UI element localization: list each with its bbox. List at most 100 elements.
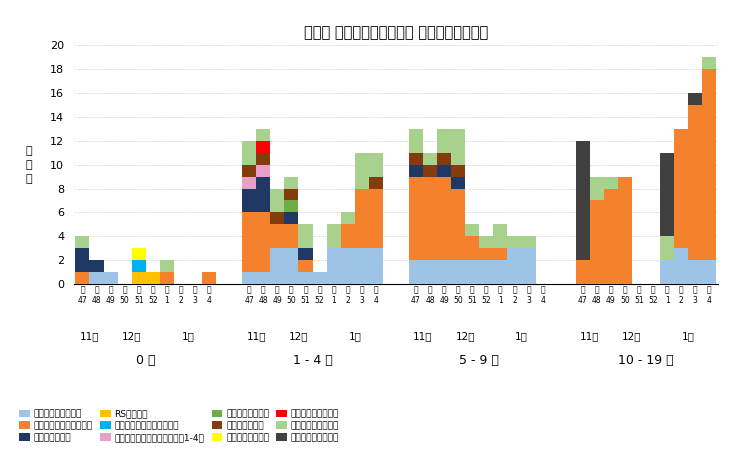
Bar — [284, 189, 298, 200]
Bar — [508, 236, 522, 248]
Bar — [688, 260, 702, 284]
Bar — [242, 165, 256, 176]
Bar — [465, 260, 480, 284]
Bar — [354, 152, 369, 189]
Bar — [340, 212, 354, 224]
Bar — [132, 248, 146, 260]
Bar — [660, 260, 674, 284]
Title: 年齢別 病原体検出数の推移 （不検出を除く）: 年齢別 病原体検出数の推移 （不検出を除く） — [304, 25, 488, 40]
Text: 11月: 11月 — [246, 331, 266, 341]
Bar — [369, 248, 383, 284]
Bar — [674, 129, 688, 248]
Bar — [451, 189, 465, 260]
Bar — [242, 141, 256, 165]
Bar — [104, 272, 118, 284]
Bar — [90, 260, 104, 272]
Bar — [75, 248, 90, 272]
Bar — [604, 189, 618, 284]
Bar — [437, 165, 451, 176]
Text: 11月: 11月 — [413, 331, 433, 341]
Bar — [132, 272, 146, 284]
Bar — [494, 260, 508, 284]
Bar — [465, 224, 480, 236]
Bar — [298, 272, 312, 284]
Text: 12月: 12月 — [622, 331, 642, 341]
Bar — [590, 200, 604, 284]
Bar — [437, 176, 451, 260]
Bar — [451, 260, 465, 284]
Bar — [146, 272, 160, 284]
Bar — [409, 176, 423, 260]
Text: 11月: 11月 — [580, 331, 599, 341]
Bar — [423, 152, 437, 165]
Bar — [242, 272, 256, 284]
Bar — [326, 248, 340, 284]
Legend: 新型コロナウイルス, インフルエンザウイルス, ライノウイルス, RSウイルス, ヒトメタニューモウイルス, パラインフルエンザウイルス1-4型, ヒトボカウイ: 新型コロナウイルス, インフルエンザウイルス, ライノウイルス, RSウイルス,… — [19, 410, 339, 442]
Bar — [340, 248, 354, 284]
Bar — [688, 105, 702, 260]
Bar — [369, 152, 383, 176]
Bar — [369, 176, 383, 189]
Bar — [702, 69, 716, 260]
Bar — [369, 189, 383, 248]
Bar — [256, 176, 270, 212]
Bar — [132, 260, 146, 272]
Bar — [256, 129, 270, 141]
Bar — [576, 141, 590, 260]
Bar — [256, 165, 270, 176]
Text: 11月: 11月 — [80, 331, 99, 341]
Bar — [340, 225, 354, 248]
Bar — [270, 189, 284, 212]
Bar — [437, 260, 451, 284]
Text: 0 歳: 0 歳 — [136, 354, 155, 367]
Bar — [437, 152, 451, 165]
Bar — [256, 152, 270, 165]
Bar — [270, 248, 284, 284]
Text: 1月: 1月 — [349, 331, 361, 341]
Bar — [590, 176, 604, 200]
Bar — [354, 248, 369, 284]
Bar — [409, 152, 423, 165]
Bar — [354, 189, 369, 248]
Bar — [437, 129, 451, 152]
Bar — [90, 272, 104, 284]
Bar — [618, 176, 632, 284]
Bar — [298, 248, 312, 260]
Bar — [522, 236, 536, 248]
Bar — [480, 236, 494, 248]
Bar — [256, 212, 270, 272]
Bar — [451, 165, 465, 176]
Bar — [480, 248, 494, 260]
Text: 12月: 12月 — [122, 331, 141, 341]
Bar — [160, 260, 174, 272]
Bar — [409, 260, 423, 284]
Text: 1月: 1月 — [515, 331, 528, 341]
Bar — [270, 225, 284, 248]
Bar — [702, 57, 716, 69]
Bar — [604, 176, 618, 189]
Bar — [326, 225, 340, 248]
Bar — [284, 200, 298, 212]
Text: 検
出
数: 検 出 数 — [26, 146, 33, 184]
Bar — [451, 129, 465, 165]
Bar — [242, 189, 256, 212]
Bar — [688, 93, 702, 105]
Bar — [423, 260, 437, 284]
Text: 5 - 9 歳: 5 - 9 歳 — [460, 354, 500, 367]
Bar — [284, 212, 298, 224]
Bar — [298, 225, 312, 248]
Bar — [465, 236, 480, 260]
Bar — [409, 129, 423, 152]
Bar — [660, 236, 674, 260]
Bar — [284, 225, 298, 248]
Text: 1 - 4 歳: 1 - 4 歳 — [292, 354, 332, 367]
Bar — [576, 260, 590, 284]
Bar — [75, 236, 90, 248]
Bar — [480, 260, 494, 284]
Text: 10 - 19 歳: 10 - 19 歳 — [618, 354, 674, 367]
Bar — [270, 212, 284, 224]
Bar — [312, 272, 326, 284]
Bar — [256, 272, 270, 284]
Bar — [494, 248, 508, 260]
Bar — [256, 141, 270, 152]
